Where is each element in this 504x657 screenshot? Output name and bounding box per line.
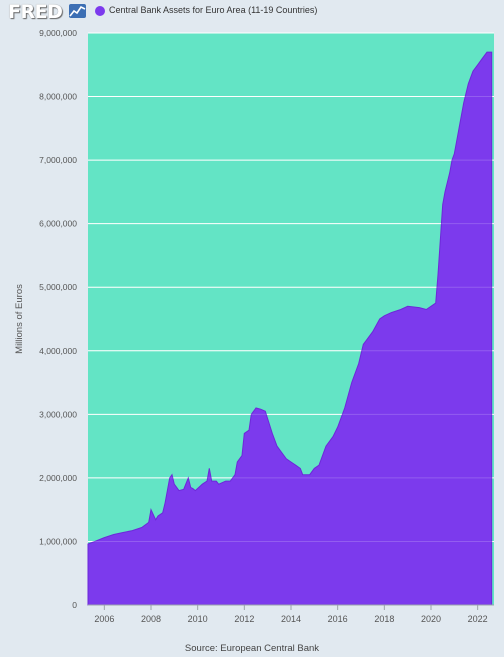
y-tick-label: 3,000,000 xyxy=(39,409,77,419)
y-tick-label: 4,000,000 xyxy=(39,346,77,356)
source-note: Source: European Central Bank xyxy=(184,643,320,654)
x-tick-label: 2012 xyxy=(234,614,254,624)
y-axis-title: Millions of Euros xyxy=(14,284,25,354)
area-chart: 0 1,000,000 2,000,000 3,000,000 4,000,000 5,0… xyxy=(14,28,494,624)
legend-swatch xyxy=(95,6,105,16)
x-tick-label: 2022 xyxy=(468,614,488,624)
chart-header: FRED Central Bank Assets for Euro Area (… xyxy=(0,0,504,24)
x-tick-label: 2006 xyxy=(94,614,114,624)
y-tick-label: 8,000,000 xyxy=(39,92,77,102)
y-tick-label: 1,000,000 xyxy=(39,536,77,546)
fred-logo[interactable]: FRED xyxy=(8,1,63,23)
x-tick-label: 2018 xyxy=(374,614,394,624)
y-tick-label: 6,000,000 xyxy=(39,219,77,229)
series-area xyxy=(87,51,493,606)
x-tick-label: 2010 xyxy=(188,614,208,624)
x-tick-label: 2016 xyxy=(328,614,348,624)
x-tick-label: 2014 xyxy=(281,614,301,624)
y-tick-label: 7,000,000 xyxy=(39,155,77,165)
fred-logo-chart-icon xyxy=(69,4,86,18)
x-tick-label: 2008 xyxy=(141,614,161,624)
y-tick-label: 2,000,000 xyxy=(39,473,77,483)
y-tick-label: 5,000,000 xyxy=(39,282,77,292)
y-tick-label: 9,000,000 xyxy=(39,28,77,38)
x-tick-label: 2020 xyxy=(421,614,441,624)
legend-label: Central Bank Assets for Euro Area (11-19… xyxy=(109,5,318,15)
y-tick-label: 0 xyxy=(72,600,77,610)
